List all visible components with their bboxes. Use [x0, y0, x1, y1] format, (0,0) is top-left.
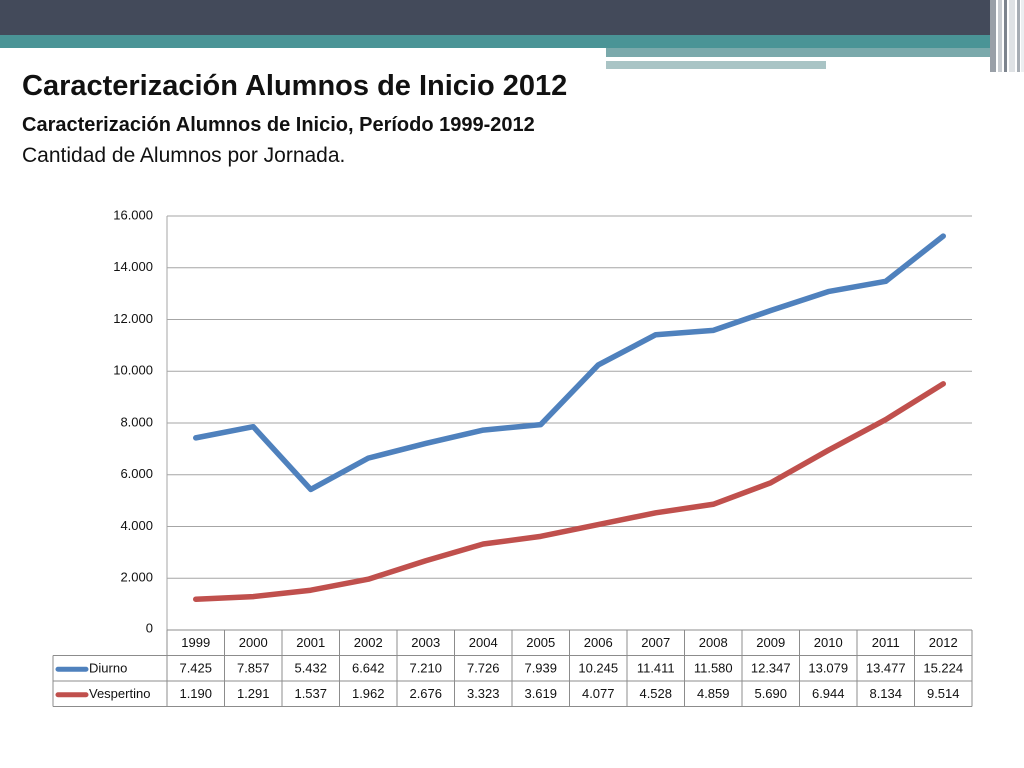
data-label: 3.323: [467, 686, 500, 701]
line-chart: 0 2.000 4.000 6.000 8.000 10.000 12.000 14.000 1…: [52, 207, 973, 707]
data-label: 7.939: [524, 661, 557, 676]
data-label: 7.726: [467, 661, 500, 676]
x-tick-label: 2005: [526, 635, 555, 650]
data-label: 1.962: [352, 686, 385, 701]
y-tick-label: 8.000: [120, 414, 153, 429]
banner-strip: [606, 48, 990, 57]
x-tick-label: 2001: [296, 635, 325, 650]
data-label: 8.134: [869, 686, 902, 701]
banner-teal-band: [0, 35, 990, 48]
y-tick-label: 4.000: [120, 518, 153, 533]
banner-vertical-bars: [990, 0, 1024, 72]
data-label: 11.411: [637, 661, 675, 676]
legend-label-diurno: Diurno: [89, 661, 127, 676]
slide-subtitle: Caracterización Alumnos de Inicio, Perío…: [22, 114, 535, 136]
data-label: 5.432: [294, 661, 327, 676]
header-banner: [0, 0, 1024, 72]
y-tick-label: 0: [146, 620, 153, 635]
data-label: 9.514: [927, 686, 960, 701]
data-label: 4.528: [639, 686, 672, 701]
data-label: 4.077: [582, 686, 615, 701]
data-label: 12.347: [751, 661, 791, 676]
y-tick-label: 6.000: [120, 466, 153, 481]
data-label: 7.425: [179, 661, 212, 676]
data-label: 5.690: [754, 686, 787, 701]
x-tick-label: 2006: [584, 635, 613, 650]
data-label: 13.079: [808, 661, 848, 676]
data-label: 3.619: [524, 686, 557, 701]
data-label: 6.944: [812, 686, 845, 701]
x-tick-label: 2004: [469, 635, 498, 650]
slide-caption: Cantidad de Alumnos por Jornada.: [22, 144, 346, 167]
banner-white-line: [0, 48, 606, 53]
data-label: 1.190: [179, 686, 212, 701]
banner-strip-light: [606, 61, 826, 69]
data-label: 4.859: [697, 686, 730, 701]
x-tick-label: 2012: [929, 635, 958, 650]
data-label: 10.245: [578, 661, 618, 676]
y-tick-label: 12.000: [113, 311, 153, 326]
data-label: 15.224: [923, 661, 963, 676]
x-tick-label: 2003: [411, 635, 440, 650]
x-tick-label: 2002: [354, 635, 383, 650]
y-tick-label: 10.000: [113, 363, 153, 378]
y-tick-label: 2.000: [120, 570, 153, 585]
banner-dark-band: [0, 0, 990, 35]
x-tick-label: 1999: [181, 635, 210, 650]
data-label: 1.537: [294, 686, 327, 701]
series-line-vespertino: [193, 381, 946, 602]
data-label: 13.477: [866, 661, 906, 676]
x-tick-label: 2000: [239, 635, 268, 650]
series-line-diurno: [193, 233, 946, 493]
slide-title: Caracterización Alumnos de Inicio 2012: [22, 70, 568, 102]
x-tick-label: 2007: [641, 635, 670, 650]
x-tick-label: 2011: [872, 635, 900, 650]
data-label: 7.210: [409, 661, 442, 676]
data-label: 7.857: [237, 661, 270, 676]
x-tick-label: 2008: [699, 635, 728, 650]
x-tick-label: 2010: [814, 635, 843, 650]
y-tick-label: 14.000: [113, 259, 153, 274]
data-label: 6.642: [352, 661, 385, 676]
data-label: 1.291: [237, 686, 270, 701]
y-tick-label: 16.000: [113, 207, 153, 222]
legend-label-vespertino: Vespertino: [89, 686, 150, 701]
x-tick-label: 2009: [756, 635, 785, 650]
data-label: 11.580: [694, 661, 733, 676]
data-label: 2.676: [409, 686, 442, 701]
